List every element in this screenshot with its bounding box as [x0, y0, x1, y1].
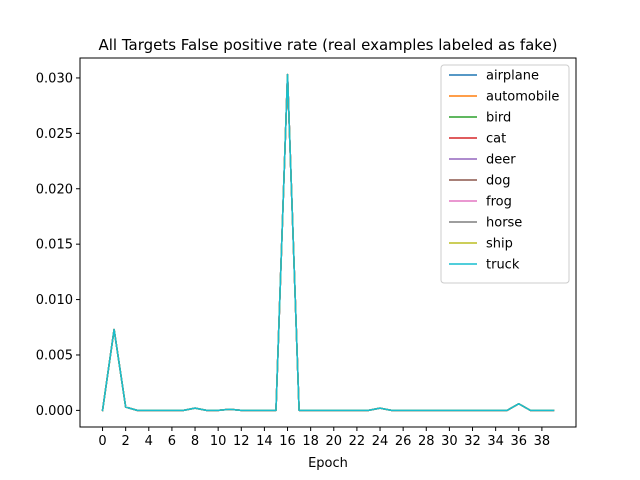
y-tick-label: 0.020 [36, 182, 73, 197]
y-tick-label: 0.015 [36, 238, 73, 253]
x-tick-label: 6 [168, 434, 176, 449]
y-tick-label: 0.010 [36, 293, 73, 308]
legend-label-bird: bird [486, 111, 511, 126]
x-tick-label: 16 [279, 434, 296, 449]
x-tick-label: 18 [302, 434, 319, 449]
y-tick-label: 0.025 [36, 127, 73, 142]
legend-label-airplane: airplane [486, 69, 539, 84]
x-tick-label: 12 [233, 434, 250, 449]
x-tick-label: 2 [122, 434, 130, 449]
x-tick-label: 30 [441, 434, 458, 449]
legend-label-dog: dog [486, 174, 510, 189]
x-tick-label: 34 [487, 434, 504, 449]
x-tick-label: 32 [464, 434, 481, 449]
legend-label-deer: deer [486, 153, 516, 168]
x-tick-label: 0 [98, 434, 106, 449]
plot-frame [79, 57, 577, 428]
x-tick-label: 4 [145, 434, 153, 449]
x-tick-label: 22 [349, 434, 366, 449]
legend-label-truck: truck [486, 258, 520, 273]
x-axis: 0 2 4 6 8 10 12 14 16 18 20 22 24 26 28 30 32 34 36 38 [98, 427, 550, 449]
series-line-truck [101, 73, 555, 412]
y-axis: 0.000 0.005 0.010 0.015 0.020 0.025 0.030 [36, 71, 80, 419]
x-tick-label: 24 [372, 434, 389, 449]
legend-label-cat: cat [486, 132, 506, 147]
y-tick-label: 0.030 [36, 71, 73, 86]
y-tick-label: 0.005 [36, 348, 73, 363]
legend: airplane automobile bird cat deer dog frog hors… [440, 64, 570, 284]
series-lines [101, 73, 555, 412]
x-tick-label: 8 [191, 434, 199, 449]
legend-box [440, 64, 570, 284]
legend-label-automobile: automobile [486, 90, 559, 105]
chart-title: All Targets False positive rate (real ex… [98, 36, 557, 54]
legend-label-horse: horse [486, 216, 522, 231]
x-tick-label: 20 [326, 434, 343, 449]
x-axis-title: Epoch [308, 456, 348, 471]
x-tick-label: 14 [256, 434, 273, 449]
x-tick-label: 26 [395, 434, 412, 449]
x-tick-label: 36 [510, 434, 527, 449]
x-tick-label: 28 [418, 434, 435, 449]
x-tick-label: 10 [210, 434, 227, 449]
legend-label-ship: ship [486, 237, 513, 252]
y-tick-label: 0.000 [36, 404, 73, 419]
x-tick-label: 38 [534, 434, 551, 449]
legend-label-frog: frog [486, 195, 512, 210]
